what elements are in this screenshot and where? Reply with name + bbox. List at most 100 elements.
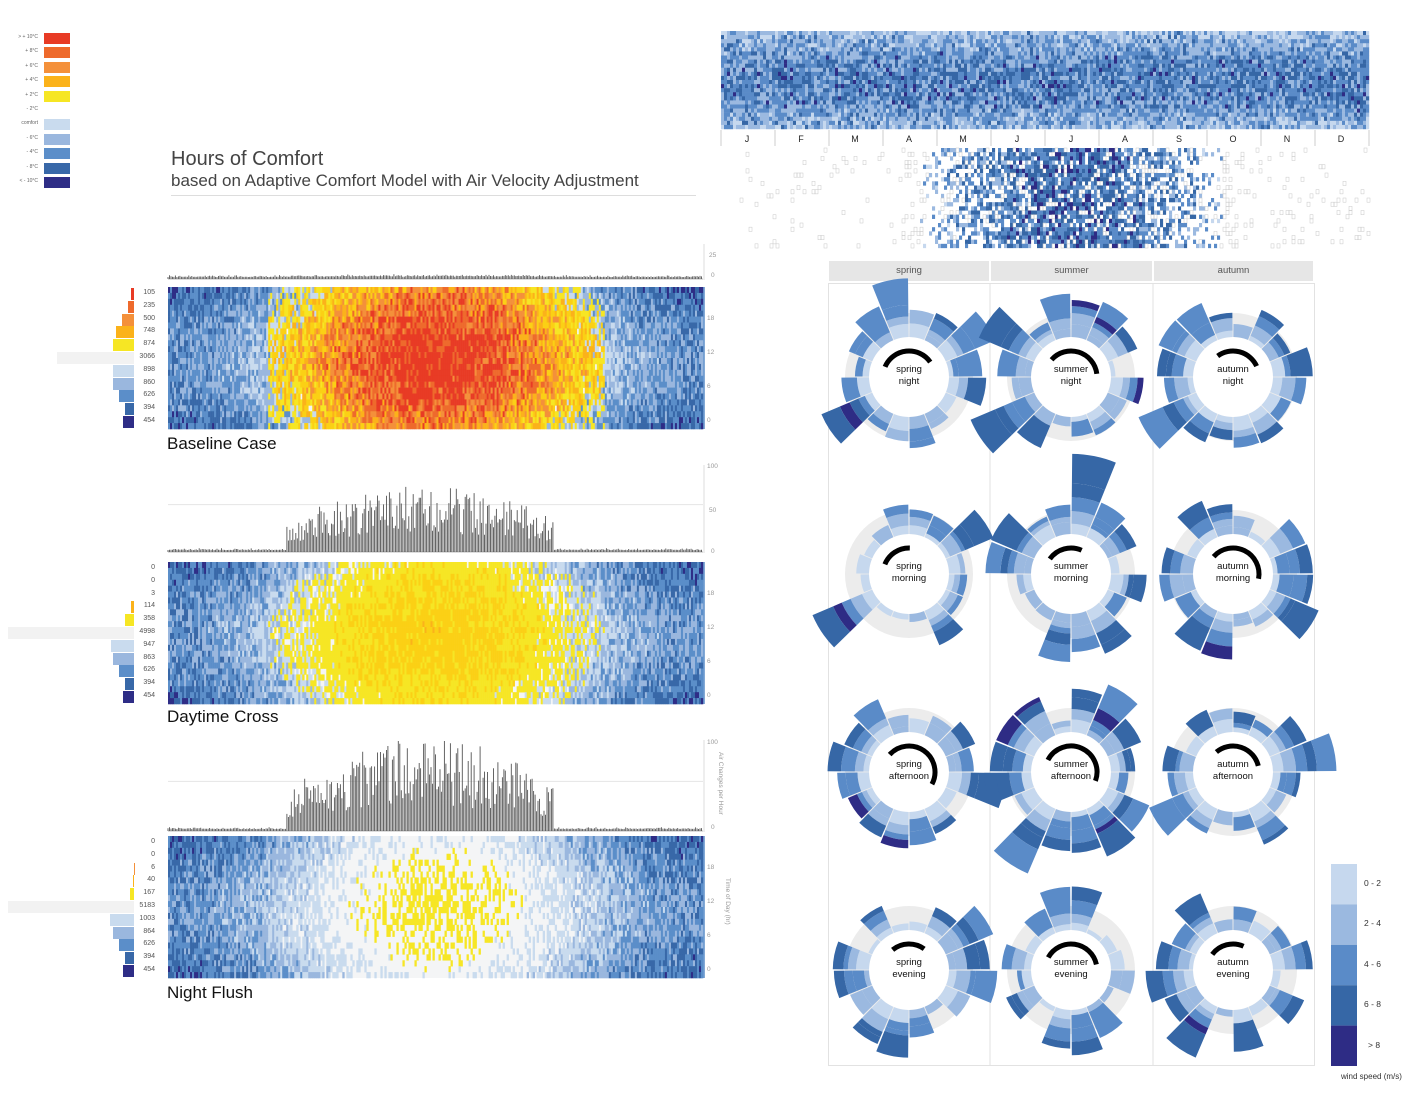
- heatmap-cell: [556, 411, 560, 418]
- heatmap-cell: [294, 423, 297, 430]
- heatmap-cell: [356, 417, 359, 424]
- heatmap-cell: [368, 328, 371, 335]
- heatmap-cell: [320, 393, 323, 400]
- heatmap-cell: [468, 346, 471, 353]
- heatmap-cell: [332, 369, 335, 377]
- heatmap-cell: [196, 375, 199, 382]
- heatmap-cell: [272, 417, 275, 424]
- heatmap-cell: [454, 375, 457, 382]
- heatmap-cell: [526, 287, 529, 294]
- heatmap-cell: [178, 304, 181, 311]
- heatmap-cell: [184, 358, 187, 365]
- heatmap-cell: [256, 393, 259, 400]
- heatmap-cell: [416, 346, 419, 353]
- heatmap-cell: [246, 423, 249, 430]
- heatmap-cell: [236, 304, 239, 311]
- heatmap-cell: [182, 399, 185, 406]
- heatmap-cell: [230, 310, 233, 317]
- heatmap-cell: [330, 363, 333, 371]
- heatmap-cell: [408, 328, 411, 335]
- heatmap-cell: [516, 363, 519, 371]
- heatmap-cell: [476, 358, 479, 365]
- heatmap-cell: [294, 287, 297, 294]
- heatmap-cell: [310, 423, 313, 430]
- heatmap-cell: [468, 310, 471, 317]
- heatmap-cell: [202, 346, 205, 353]
- heatmap-cell: [308, 399, 311, 406]
- heatmap-cell: [394, 375, 397, 382]
- heatmap-cell: [294, 358, 297, 365]
- heatmap-cell: [580, 346, 584, 353]
- heatmap-cell: [358, 334, 361, 341]
- heatmap-cell: [324, 358, 327, 365]
- heatmap-cell: [502, 310, 505, 317]
- heatmap-cell: [536, 411, 539, 418]
- heatmap-cell: [486, 399, 489, 406]
- heatmap-cell: [250, 322, 253, 329]
- heatmap-cell: [286, 375, 289, 382]
- heatmap-cell: [268, 287, 271, 294]
- heatmap-cell: [198, 358, 201, 365]
- heatmap-cell: [258, 316, 261, 323]
- heatmap-cell: [238, 352, 241, 359]
- heatmap-cell: [576, 340, 580, 347]
- heatmap-cell: [384, 358, 387, 365]
- heatmap-cell: [536, 298, 539, 306]
- heatmap-cell: [398, 292, 401, 300]
- heatmap-cell: [200, 369, 203, 377]
- heatmap-cell: [254, 334, 257, 341]
- heatmap-cell: [184, 387, 187, 394]
- heatmap-cell: [382, 287, 385, 294]
- heatmap-cell: [280, 322, 283, 329]
- heatmap-cell: [556, 358, 560, 365]
- heatmap-cell: [490, 411, 493, 418]
- heatmap-cell: [356, 316, 359, 323]
- heatmap-cell: [540, 387, 543, 394]
- heatmap-cell: [320, 369, 323, 377]
- heatmap-cell: [268, 405, 271, 412]
- heatmap-cell: [308, 292, 311, 300]
- heatmap-cell: [566, 393, 570, 400]
- heatmap-cell: [558, 387, 562, 394]
- temp-legend-item: + 6°C: [6, 61, 70, 73]
- heatmap-cell: [218, 310, 221, 317]
- heatmap-cell: [312, 298, 315, 306]
- heatmap-cell: [440, 358, 443, 365]
- heatmap-cell: [462, 322, 465, 329]
- heatmap-cell: [396, 405, 399, 412]
- heatmap-cell: [290, 393, 293, 400]
- heatmap-cell: [422, 352, 425, 359]
- heatmap-cell: [472, 423, 475, 430]
- heatmap-cell: [478, 352, 481, 359]
- heatmap-cell: [520, 322, 523, 329]
- heatmap-cell: [334, 328, 337, 335]
- heatmap-cell: [396, 375, 399, 382]
- heatmap-cell: [278, 423, 281, 430]
- heatmap-cell: [524, 399, 527, 406]
- heatmap-cell: [184, 316, 187, 323]
- heatmap-cell: [234, 304, 237, 311]
- heatmap-cell: [516, 298, 519, 306]
- heatmap-cell: [476, 369, 479, 377]
- heatmap-cell: [188, 298, 191, 306]
- heatmap-cell: [480, 328, 483, 335]
- heatmap-cell: [578, 417, 582, 424]
- heatmap-cell: [328, 352, 331, 359]
- heatmap-cell: [336, 322, 339, 329]
- heatmap-cell: [186, 298, 189, 306]
- heatmap-cell: [476, 393, 479, 400]
- heatmap-cell: [328, 387, 331, 394]
- heatmap-cell: [260, 381, 263, 388]
- heatmap-cell: [424, 423, 427, 430]
- heatmap-cell: [394, 292, 397, 300]
- heatmap-cell: [178, 387, 181, 394]
- heatmap-cell: [216, 369, 219, 377]
- heatmap-cell: [486, 358, 489, 365]
- heatmap-cell: [504, 316, 507, 323]
- heatmap-cell: [172, 417, 175, 424]
- heatmap-cell: [520, 399, 523, 406]
- heatmap-cell: [534, 304, 537, 311]
- heatmap-cell: [428, 399, 431, 406]
- heatmap-cell: [410, 417, 413, 424]
- heatmap-cell: [208, 369, 211, 377]
